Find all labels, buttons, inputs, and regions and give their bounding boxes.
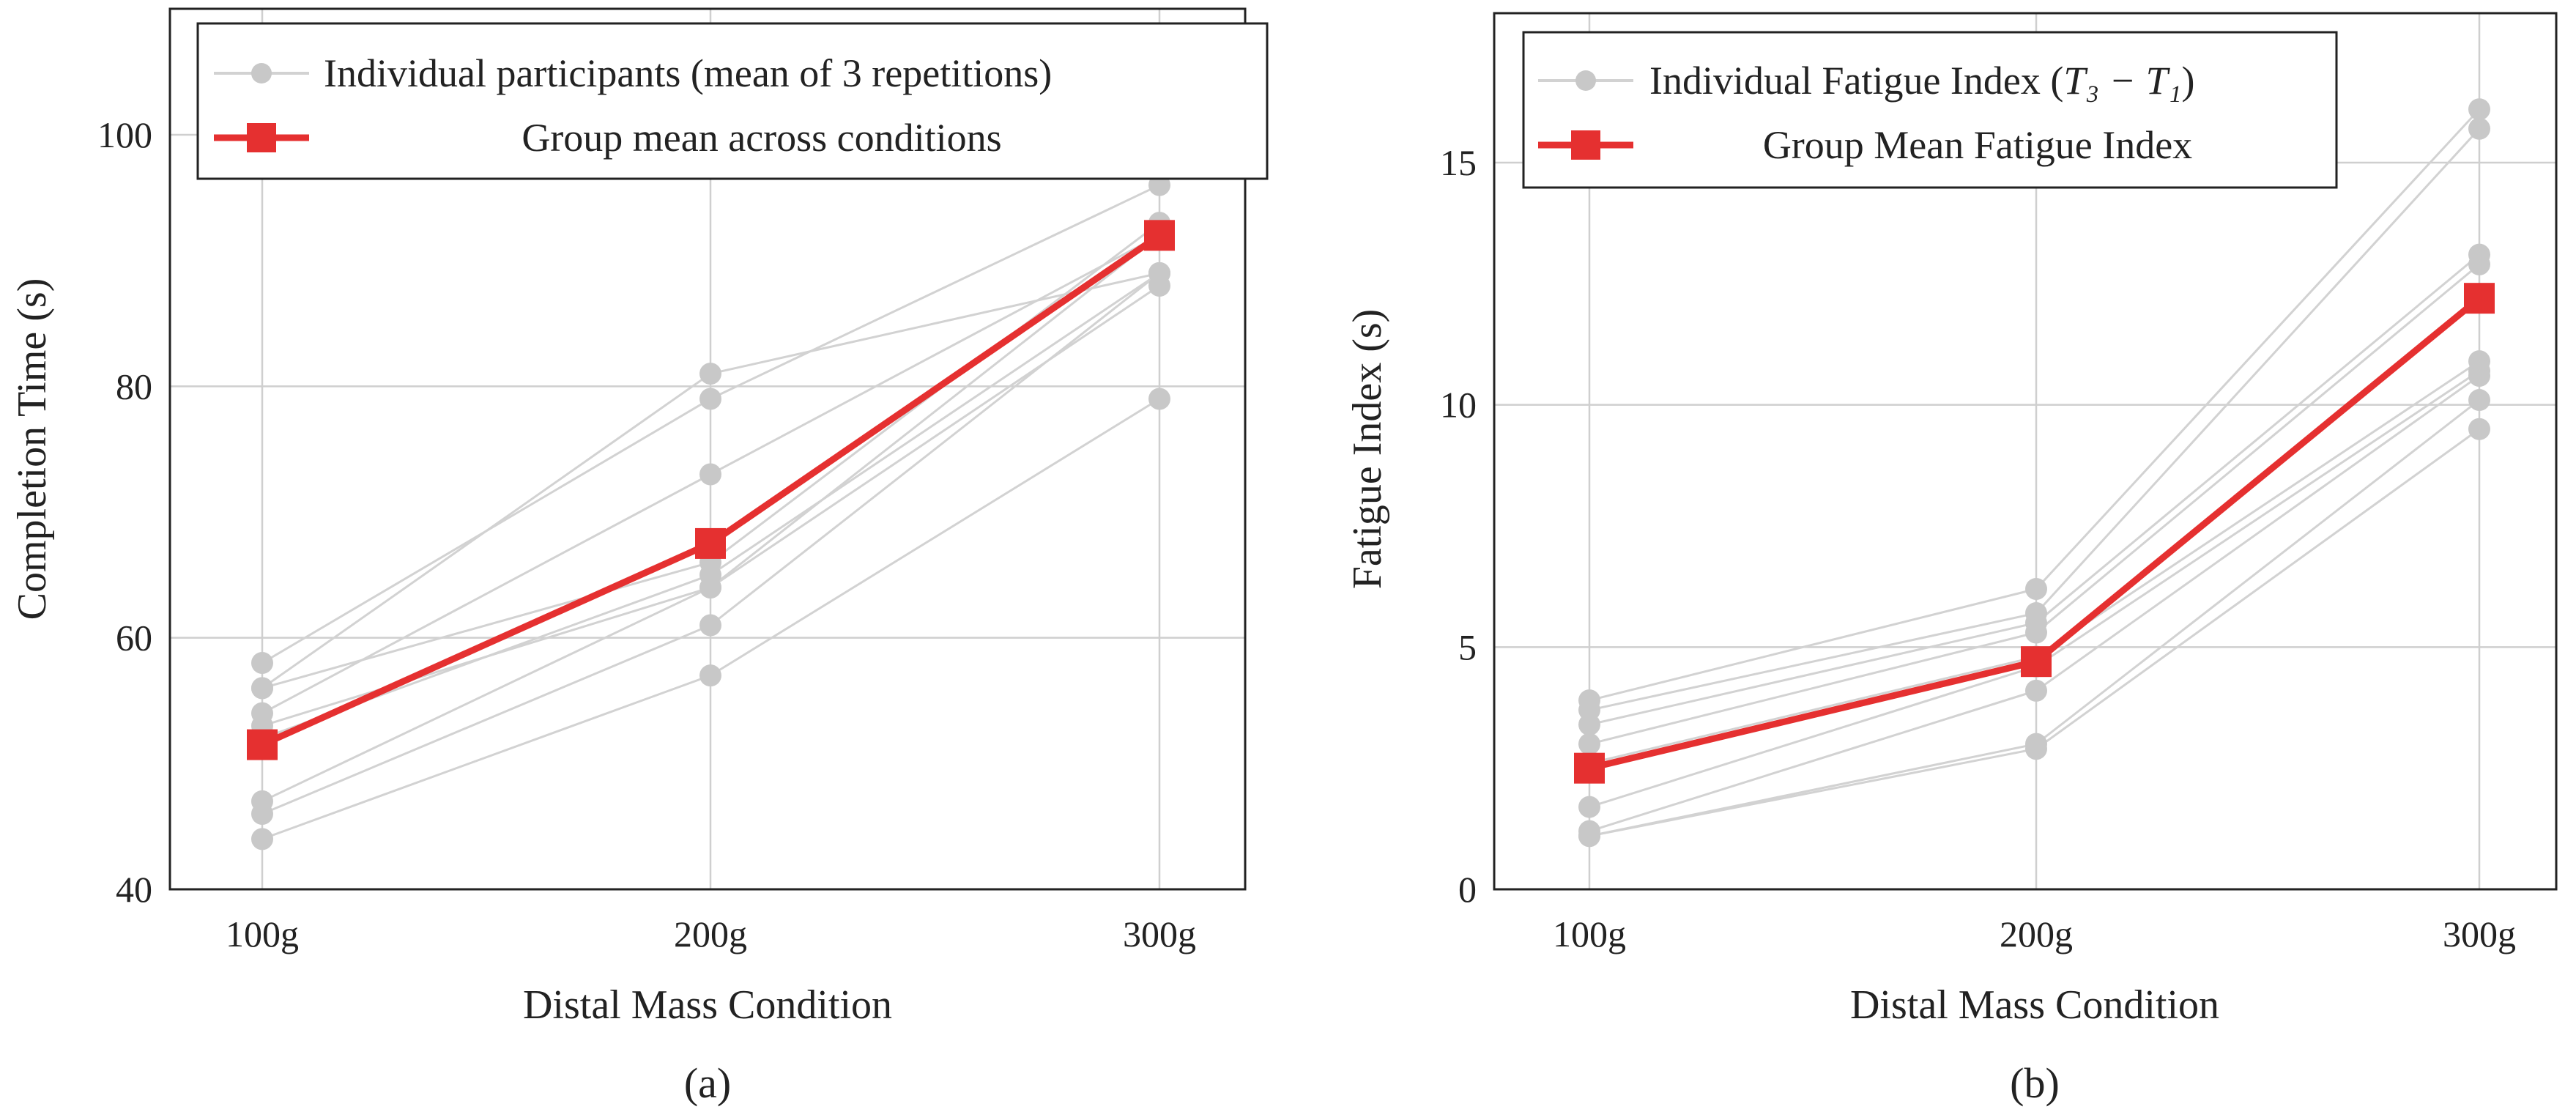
panel-b-individual-point-6-100g: [1578, 796, 1600, 818]
panel-b-individual-point-2-300g: [2468, 117, 2490, 140]
panel-a-caption: (a): [684, 1059, 731, 1107]
panel-b-legend-individual-suffix: ): [2181, 59, 2194, 103]
panel-b-x-axis-label: Distal Mass Condition: [1850, 982, 2219, 1028]
panel-b-legend-individual-label: Individual Fatigue Index (T₃ − T₁): [1649, 59, 2194, 103]
panel-b-legend-individual-swatch-marker: [1575, 70, 1596, 91]
panel-a-individual-point-8-200g: [699, 664, 721, 687]
panel-b-y-tick-labels: 0 5 10 15: [1440, 142, 1477, 910]
panel-b-legend-mean-label: Group Mean Fatigue Index: [1763, 123, 2192, 167]
panel-a-plot-frame: [168, 7, 1247, 891]
panel-b-y-axis-label: Fatigue Index (s): [1345, 309, 1390, 590]
panel-a-y-tick-labels: 40 60 80 100: [97, 114, 152, 910]
panel-a-individual-point-2-200g: [699, 363, 721, 385]
panel-b-legend-box: [1522, 31, 2338, 189]
panel-b-x-tick-labels: 100g 200g 300g: [1553, 913, 2516, 955]
panel-a-x-axis-label: Distal Mass Condition: [523, 982, 892, 1028]
panel-a-x-tick-100g: 100g: [226, 913, 299, 955]
panel-b-plot-frame: [1493, 12, 2558, 891]
panel-a-legend-mean-swatch-marker: [247, 123, 276, 152]
panel-a-legend: Individual participants (mean of 3 repet…: [196, 22, 1269, 180]
panel-a-individual-point-8-100g: [251, 828, 273, 850]
panel-b-x-tick-200g: 200g: [2000, 913, 2073, 955]
panel-a-x-tick-labels: 100g 200g 300g: [226, 913, 1196, 955]
panel-a-mean-point-100g: [247, 729, 278, 760]
panel-a-mean-point-200g: [695, 527, 726, 559]
panel-a-individual-point-7-100g: [251, 803, 273, 825]
panel-b-mean-point-200g: [2021, 646, 2052, 678]
panel-b-individual-point-1-200g: [2025, 577, 2047, 600]
panel-b-legend: Individual Fatigue Index (T₃ − T₁) Group…: [1522, 31, 2338, 189]
panel-b-legend-individual-formula: T₃ − T₁: [2063, 59, 2181, 103]
panel-a-y-tick-80: 80: [116, 366, 152, 407]
panel-b-caption: (b): [2010, 1059, 2060, 1107]
panel-b-mean-point-100g: [1574, 752, 1605, 784]
panel-a-y-axis-label: Completion Time (s): [10, 278, 55, 620]
panel-a-legend-box: [196, 22, 1269, 180]
panel-a-x-tick-300g: 300g: [1123, 913, 1196, 955]
panel-b-individual-point-8-300g: [2468, 389, 2490, 412]
panel-a-x-tick-200g: 200g: [674, 913, 747, 955]
panel-a-individual-point-8-300g: [1148, 388, 1170, 410]
panel-b-individual-point-7-200g: [2025, 679, 2047, 702]
panel-a-individual-point-3-100g: [251, 677, 273, 700]
panel-b-individual-point-4-300g: [2468, 253, 2490, 275]
panel-b-individual-point-9-200g: [2025, 738, 2047, 760]
panel-b-individual-point-9-100g: [1578, 825, 1600, 848]
panel-b-individual-point-4-100g: [1578, 733, 1600, 755]
panel-a-y-tick-40: 40: [116, 869, 152, 910]
panel-a-individual-point-7-200g: [699, 614, 721, 637]
panel-b-x-tick-300g: 300g: [2443, 913, 2516, 955]
panel-a-y-tick-100: 100: [97, 114, 152, 155]
panel-b-y-tick-5: 5: [1458, 626, 1477, 667]
panel-b-x-tick-100g: 100g: [1553, 913, 1626, 955]
panel-a-individual-point-1-100g: [251, 652, 273, 674]
panel-b-individual-point-7-300g: [2468, 364, 2490, 387]
panel-b-legend-mean-swatch-marker: [1571, 130, 1600, 160]
panel-b-individual-point-9-300g: [2468, 418, 2490, 440]
panel-b-individual-series: [1578, 98, 2490, 848]
panel-a-y-tick-60: 60: [116, 618, 152, 659]
panel-b-legend-individual-prefix: Individual Fatigue Index (: [1649, 59, 2063, 103]
panel-a-individual-point-9-200g: [699, 577, 721, 598]
panel-a-legend-individual-label: Individual participants (mean of 3 repet…: [324, 51, 1052, 95]
panel-b-individual-point-1-300g: [2468, 98, 2490, 121]
panel-b-y-tick-10: 10: [1440, 385, 1477, 426]
panel-b-individual-line-5: [1589, 360, 2480, 765]
panel-b-individual-point-4-200g: [2025, 621, 2047, 644]
panel-b-y-tick-0: 0: [1458, 869, 1477, 910]
panel-a-individual-point-1-200g: [699, 388, 721, 410]
panel-a-individual-point-4-200g: [699, 463, 721, 486]
panel-a: 40 60 80 100 100g 200g 300g Completion Time (…: [10, 7, 1269, 1107]
panel-b: 0 5 10 15 100g 200g 300g Fatigue Index (s) Di…: [1345, 12, 2558, 1107]
panel-a-mean-series: [247, 220, 1175, 760]
panel-a-mean-point-300g: [1144, 220, 1175, 251]
panel-a-individual-point-7-300g: [1148, 262, 1170, 284]
panel-a-legend-mean-label: Group mean across conditions: [521, 116, 1001, 160]
panel-b-y-tick-15: 15: [1440, 142, 1477, 183]
panel-b-mean-point-300g: [2464, 283, 2495, 314]
panel-b-mean-series: [1574, 283, 2495, 784]
panel-a-legend-individual-swatch-marker: [251, 63, 272, 84]
panel-b-individual-point-3-100g: [1578, 713, 1600, 736]
